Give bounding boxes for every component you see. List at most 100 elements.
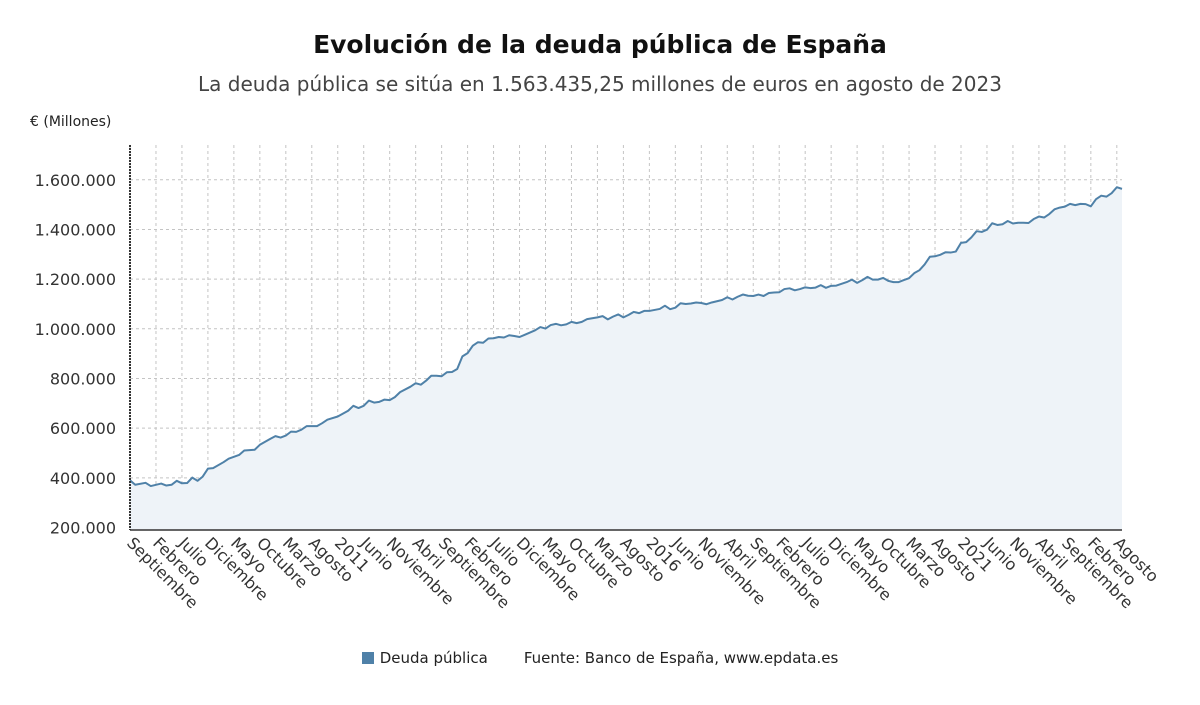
data-point[interactable]: [855, 280, 860, 285]
data-point[interactable]: [351, 403, 356, 408]
data-point[interactable]: [195, 478, 200, 483]
data-point[interactable]: [273, 434, 278, 439]
data-point[interactable]: [413, 381, 418, 386]
data-point[interactable]: [185, 481, 190, 486]
data-point[interactable]: [709, 300, 714, 305]
data-point[interactable]: [990, 221, 995, 226]
data-point[interactable]: [662, 303, 667, 308]
data-point[interactable]: [756, 292, 761, 297]
data-point[interactable]: [418, 382, 423, 387]
data-point[interactable]: [335, 414, 340, 419]
data-point[interactable]: [1026, 220, 1031, 225]
data-point[interactable]: [668, 307, 673, 312]
data-point[interactable]: [501, 335, 506, 340]
data-point[interactable]: [886, 278, 891, 283]
data-point[interactable]: [694, 300, 699, 305]
data-point[interactable]: [683, 301, 688, 306]
data-point[interactable]: [875, 277, 880, 282]
source-link[interactable]: www.epdata.es: [723, 649, 839, 667]
data-point[interactable]: [392, 395, 397, 400]
data-point[interactable]: [1078, 201, 1083, 206]
data-point[interactable]: [1052, 207, 1057, 212]
legend-item[interactable]: Deuda pública: [361, 649, 488, 667]
data-point[interactable]: [870, 277, 875, 282]
data-point[interactable]: [605, 317, 610, 322]
data-point[interactable]: [481, 340, 486, 345]
data-point[interactable]: [730, 297, 735, 302]
data-point[interactable]: [169, 482, 174, 487]
data-point[interactable]: [548, 323, 553, 328]
data-point[interactable]: [429, 373, 434, 378]
data-point[interactable]: [720, 297, 725, 302]
data-point[interactable]: [984, 227, 989, 232]
data-point[interactable]: [538, 325, 543, 330]
data-point[interactable]: [257, 442, 262, 447]
data-point[interactable]: [896, 280, 901, 285]
data-point[interactable]: [891, 280, 896, 285]
data-point[interactable]: [398, 390, 403, 395]
data-point[interactable]: [1104, 194, 1109, 199]
data-point[interactable]: [517, 335, 522, 340]
data-point[interactable]: [460, 354, 465, 359]
data-point[interactable]: [772, 290, 777, 295]
data-point[interactable]: [636, 311, 641, 316]
data-point[interactable]: [159, 481, 164, 486]
data-point[interactable]: [1010, 221, 1015, 226]
data-point[interactable]: [356, 406, 361, 411]
data-point[interactable]: [569, 319, 574, 324]
data-point[interactable]: [751, 294, 756, 299]
data-point[interactable]: [252, 447, 257, 452]
data-point[interactable]: [242, 448, 247, 453]
data-point[interactable]: [491, 336, 496, 341]
data-point[interactable]: [631, 309, 636, 314]
data-point[interactable]: [803, 285, 808, 290]
data-point[interactable]: [148, 484, 153, 489]
data-point[interactable]: [1083, 202, 1088, 207]
data-point[interactable]: [314, 424, 319, 429]
data-point[interactable]: [626, 312, 631, 317]
data-point[interactable]: [938, 252, 943, 257]
data-point[interactable]: [278, 435, 283, 440]
data-point[interactable]: [1099, 193, 1104, 198]
data-point[interactable]: [782, 287, 787, 292]
data-point[interactable]: [424, 378, 429, 383]
data-point[interactable]: [377, 399, 382, 404]
data-point[interactable]: [133, 482, 138, 487]
data-point[interactable]: [304, 424, 309, 429]
data-point[interactable]: [725, 295, 730, 300]
data-point[interactable]: [382, 397, 387, 402]
data-point[interactable]: [475, 340, 480, 345]
data-point[interactable]: [907, 276, 912, 281]
data-point[interactable]: [766, 291, 771, 296]
data-point[interactable]: [283, 433, 288, 438]
data-point[interactable]: [366, 398, 371, 403]
data-point[interactable]: [777, 290, 782, 295]
data-point[interactable]: [927, 254, 932, 259]
data-point[interactable]: [1042, 215, 1047, 220]
data-point[interactable]: [964, 240, 969, 245]
data-point[interactable]: [688, 301, 693, 306]
data-point[interactable]: [455, 367, 460, 372]
data-point[interactable]: [834, 283, 839, 288]
data-point[interactable]: [595, 315, 600, 320]
data-point[interactable]: [1073, 203, 1078, 208]
data-point[interactable]: [1036, 214, 1041, 219]
data-point[interactable]: [1068, 201, 1073, 206]
data-point[interactable]: [221, 460, 226, 465]
data-point[interactable]: [823, 285, 828, 290]
data-point[interactable]: [1120, 186, 1125, 191]
data-point[interactable]: [585, 317, 590, 322]
data-point[interactable]: [995, 222, 1000, 227]
data-point[interactable]: [1062, 204, 1067, 209]
data-point[interactable]: [346, 408, 351, 413]
data-point[interactable]: [190, 475, 195, 480]
data-point[interactable]: [512, 334, 517, 339]
data-point[interactable]: [564, 322, 569, 327]
data-point[interactable]: [922, 262, 927, 267]
data-point[interactable]: [849, 277, 854, 282]
data-point[interactable]: [792, 288, 797, 293]
data-point[interactable]: [735, 294, 740, 299]
data-point[interactable]: [1057, 205, 1062, 210]
data-point[interactable]: [621, 315, 626, 320]
data-point[interactable]: [1088, 204, 1093, 209]
